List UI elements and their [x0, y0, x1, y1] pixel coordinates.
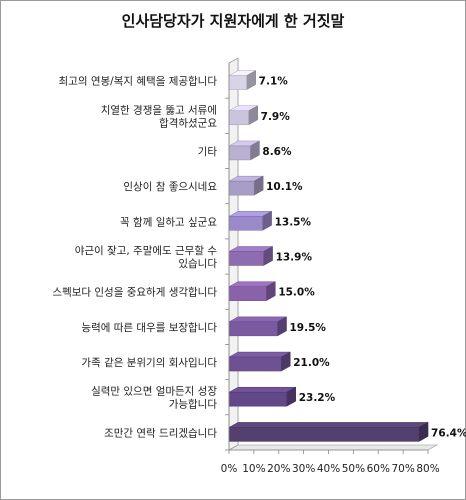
bar-9: [228, 356, 282, 372]
category-label-3: 기타: [198, 146, 218, 158]
bar-2: [228, 110, 249, 126]
value-label-1: 7.1%: [259, 76, 289, 88]
bar-6: [228, 251, 264, 266]
value-label-5: 13.5%: [275, 216, 312, 228]
value-label-8: 19.5%: [290, 322, 327, 334]
value-label-3: 8.6%: [262, 146, 292, 158]
category-label-2-line-1: 치열한 경쟁을 뚫고 서류에: [101, 103, 217, 116]
x-tick-label-3: 20%: [267, 463, 290, 475]
x-tick-label-9: 80%: [416, 463, 439, 475]
category-label-6-line-1: 야근이 잦고, 주말에도 근무할 수: [75, 244, 218, 257]
x-tick-label-6: 50%: [342, 463, 365, 475]
value-label-2: 7.9%: [261, 111, 291, 123]
category-label-1: 최고의 연봉/복지 혜택을 제공합니다: [59, 76, 218, 88]
category-label-7: 스펙보다 인성을 중요하게 생각합니다: [52, 286, 217, 299]
category-label-8: 능력에 따른 대우를 보장합니다: [81, 322, 217, 334]
value-label-7: 15.0%: [278, 287, 315, 299]
chart-floor: [227, 444, 439, 451]
category-label-6-line-2: 있습니다: [178, 258, 217, 270]
bar-4: [228, 180, 255, 196]
bar-top-8: [228, 316, 288, 323]
category-label-11: 조만간 연락 드리겠습니다: [104, 427, 217, 439]
category-label-10-line-2: 가능합니다: [169, 399, 218, 411]
bar-8: [228, 321, 278, 337]
x-tick-label-7: 60%: [367, 463, 390, 475]
bar-7: [228, 286, 267, 301]
bar-10: [228, 391, 287, 407]
category-label-9: 가족 같은 분위기의 회사입니다: [81, 356, 217, 369]
value-label-11: 76.4%: [431, 427, 466, 439]
value-label-10: 23.2%: [299, 392, 336, 404]
value-label-6: 13.9%: [276, 252, 313, 264]
x-tick-label-2: 10%: [242, 463, 265, 475]
value-label-4: 10.1%: [266, 181, 303, 193]
bar-5: [228, 216, 263, 231]
chart-title: 인사담당자가 지원자에게 한 거짓말: [121, 12, 345, 30]
bar-top-9: [228, 351, 292, 358]
bar-3: [228, 145, 251, 161]
x-tick-label-1: 0%: [221, 463, 238, 475]
category-label-10-line-1: 실력만 있으면 얼마든지 성장: [91, 386, 217, 398]
x-tick-label-8: 70%: [391, 463, 414, 475]
bar-11: [228, 427, 420, 442]
bar-1: [228, 75, 247, 90]
category-label-5: 꼭 함께 일하고 싶군요: [120, 215, 217, 228]
category-label-4: 인상이 참 좋으시네요: [123, 181, 217, 193]
value-label-9: 21.0%: [293, 357, 330, 369]
x-tick-label-4: 30%: [292, 463, 315, 475]
category-label-2-line-2: 합격하셨군요: [159, 116, 217, 129]
bar-top-11: [228, 422, 430, 428]
x-tick-label-5: 40%: [317, 463, 340, 475]
bar-top-10: [228, 386, 297, 393]
